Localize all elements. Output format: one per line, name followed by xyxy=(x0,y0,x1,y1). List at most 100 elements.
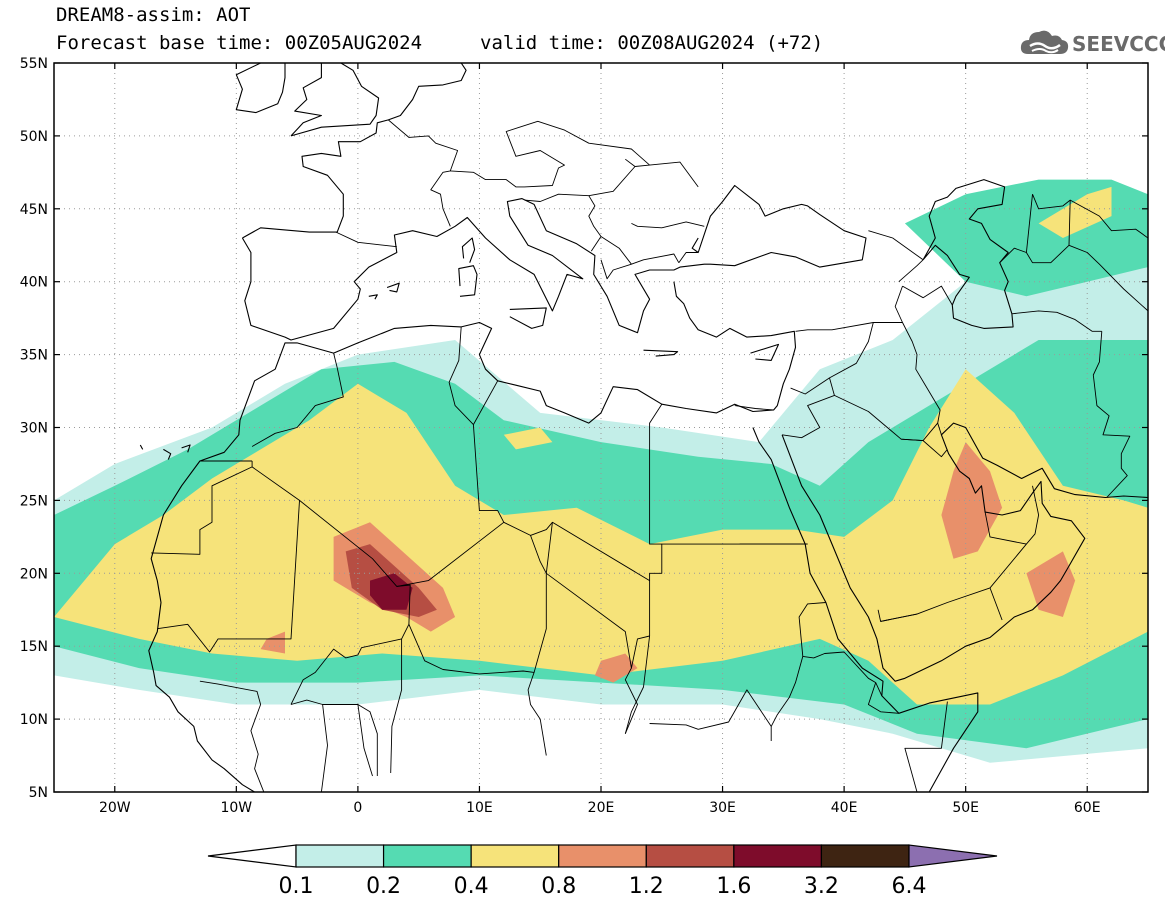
country-border xyxy=(901,438,948,458)
lon-label: 10W xyxy=(220,800,252,816)
lat-label: 35N xyxy=(20,348,48,364)
coastlines xyxy=(139,63,1148,792)
coastline xyxy=(148,281,797,792)
logo-text: SEEVCCC xyxy=(1072,32,1165,56)
colorbar: 0.1 0.2 0.4 0.8 1.2 1.6 3.2 6.4 xyxy=(207,844,998,899)
latitude-labels: 55N 50N 45N 40N 35N 30N 25N 20N 15N 10N 5N xyxy=(20,56,48,801)
colorbar-over-arrow xyxy=(908,844,998,868)
country-border xyxy=(157,461,300,653)
country-border xyxy=(898,259,924,283)
country-border xyxy=(199,680,265,792)
lat-label: 15N xyxy=(20,639,48,655)
forecast-times: Forecast base time: 00Z05AUG2024 valid ti… xyxy=(56,34,823,53)
coastline xyxy=(290,63,380,137)
country-border xyxy=(868,230,924,261)
country-border xyxy=(624,635,651,734)
coastline xyxy=(368,294,378,300)
lat-label: 40N xyxy=(20,275,48,291)
country-border xyxy=(790,322,874,395)
aot-region-level-2 xyxy=(503,427,553,450)
lat-label: 5N xyxy=(29,785,48,801)
country-border xyxy=(357,704,373,777)
colorbar-bin xyxy=(558,844,647,868)
coastline xyxy=(241,184,867,341)
country-border xyxy=(290,584,411,705)
colorbar-label: 1.6 xyxy=(716,874,751,899)
country-border xyxy=(989,485,1040,621)
coastline xyxy=(235,63,286,114)
country-border xyxy=(472,380,505,523)
colorbar-label: 0.2 xyxy=(366,874,401,899)
coastline xyxy=(242,63,467,239)
country-border xyxy=(678,252,699,263)
coastline xyxy=(509,307,547,329)
lon-label: 0 xyxy=(353,800,362,816)
country-border xyxy=(448,326,474,425)
country-border xyxy=(734,405,774,411)
country-border xyxy=(904,701,948,792)
country-border xyxy=(631,253,680,265)
country-border xyxy=(649,403,663,545)
lat-label: 30N xyxy=(20,421,48,437)
colorbar-label: 0.8 xyxy=(541,874,576,899)
colorbar-bin xyxy=(645,844,735,868)
country-border xyxy=(408,522,553,675)
aot-region-level-2 xyxy=(1038,186,1112,238)
country-border xyxy=(524,193,602,252)
aot-region-level-2 xyxy=(54,369,1148,705)
country-border xyxy=(1011,310,1102,332)
country-border xyxy=(1068,244,1148,312)
country-borders xyxy=(151,119,1148,792)
lon-label: 40E xyxy=(831,800,858,816)
country-border xyxy=(984,512,1027,545)
country-border xyxy=(600,236,632,280)
coastline xyxy=(163,448,172,460)
country-border xyxy=(902,285,953,306)
country-border xyxy=(798,602,826,657)
country-border xyxy=(1069,199,1148,239)
country-border xyxy=(527,672,547,756)
coastline xyxy=(139,444,144,450)
lat-label: 10N xyxy=(20,712,48,728)
coastline xyxy=(181,444,191,453)
lat-label: 20N xyxy=(20,566,48,582)
country-border xyxy=(631,221,705,229)
country-border xyxy=(251,352,344,447)
colorbar-bin xyxy=(382,844,472,868)
aot-region-level-3 xyxy=(941,442,1003,559)
country-border xyxy=(1092,331,1131,498)
base-time: Forecast base time: 00Z05AUG2024 xyxy=(56,32,423,54)
colorbar-bin xyxy=(470,844,560,868)
lon-label: 50E xyxy=(952,800,979,816)
lon-label: 10E xyxy=(466,800,493,816)
country-border xyxy=(390,638,403,774)
map-title: DREAM8-assim: AOT xyxy=(56,4,251,26)
country-border xyxy=(999,247,1027,264)
colorbar-bin xyxy=(733,844,823,868)
lat-label: 25N xyxy=(20,493,48,509)
lat-label: 45N xyxy=(20,202,48,218)
colorbar-label: 1.2 xyxy=(629,874,664,899)
country-border xyxy=(335,231,397,248)
country-border xyxy=(588,164,650,197)
country-border xyxy=(625,158,636,167)
country-border xyxy=(867,682,899,714)
coastline xyxy=(752,427,979,792)
aot-region-level-3 xyxy=(594,653,638,683)
lat-label: 55N xyxy=(20,56,48,72)
coastline xyxy=(781,422,1148,682)
colorbar-label: 0.1 xyxy=(279,874,314,899)
country-border xyxy=(782,377,835,439)
colorbar-label: 3.2 xyxy=(804,874,839,899)
country-border xyxy=(770,656,804,727)
coastline xyxy=(458,265,478,297)
lon-label: 60E xyxy=(1074,800,1101,816)
coastline xyxy=(290,63,322,137)
valid-time: valid time: 00Z08AUG2024 (+72) xyxy=(480,32,824,54)
lat-label: 50N xyxy=(20,129,48,145)
colorbar-bin xyxy=(820,844,910,868)
country-border xyxy=(546,572,638,734)
coastline xyxy=(386,282,400,293)
coastline xyxy=(750,343,780,361)
country-border xyxy=(530,535,547,574)
